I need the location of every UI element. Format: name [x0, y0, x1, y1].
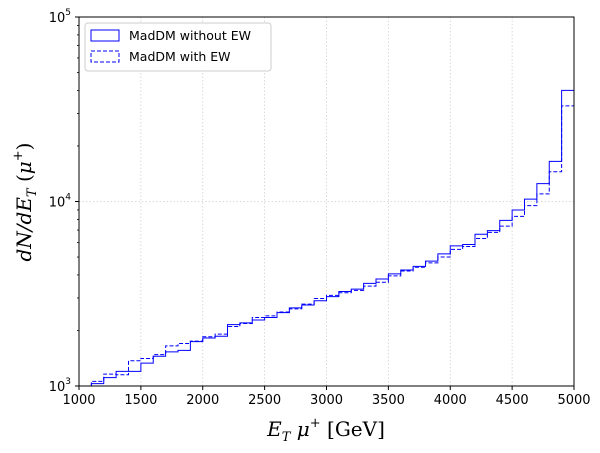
legend: MadDM without EW MadDM with EW — [84, 22, 272, 72]
x-tick-label: 3000 — [310, 393, 343, 408]
x-axis-label: ET μ+ [GeV] — [266, 416, 385, 445]
y-tick-label: 103 — [49, 377, 71, 395]
series-with-ew — [79, 105, 574, 386]
legend-box — [84, 22, 272, 72]
x-tick-label: 1000 — [62, 393, 95, 408]
x-tick-label: 5000 — [557, 393, 590, 408]
x-tick-label: 4500 — [496, 393, 529, 408]
x-tick-label: 1500 — [124, 393, 157, 408]
legend-label-with-ew: MadDM with EW — [129, 49, 231, 64]
x-tick-label: 4000 — [434, 393, 467, 408]
legend-label-without-ew: MadDM without EW — [129, 28, 251, 43]
series-without-ew — [79, 89, 574, 386]
grid-lines — [78, 16, 575, 387]
y-tick-label: 105 — [49, 8, 71, 26]
series-group — [79, 89, 574, 386]
legend-swatch-with-ew — [90, 50, 120, 63]
x-tick-label: 3500 — [372, 393, 405, 408]
legend-swatch-without-ew — [90, 29, 120, 42]
x-tick-label: 2500 — [248, 393, 281, 408]
x-axis: 1000 1500 2000 2500 3000 3500 4000 4500 5000 — [62, 386, 591, 408]
y-axis: 103 104 105 — [49, 8, 79, 395]
x-tick-label: 2000 — [186, 393, 219, 408]
y-tick-label: 104 — [49, 193, 72, 211]
y-axis-label: dN/dET (μ+) — [11, 142, 40, 261]
